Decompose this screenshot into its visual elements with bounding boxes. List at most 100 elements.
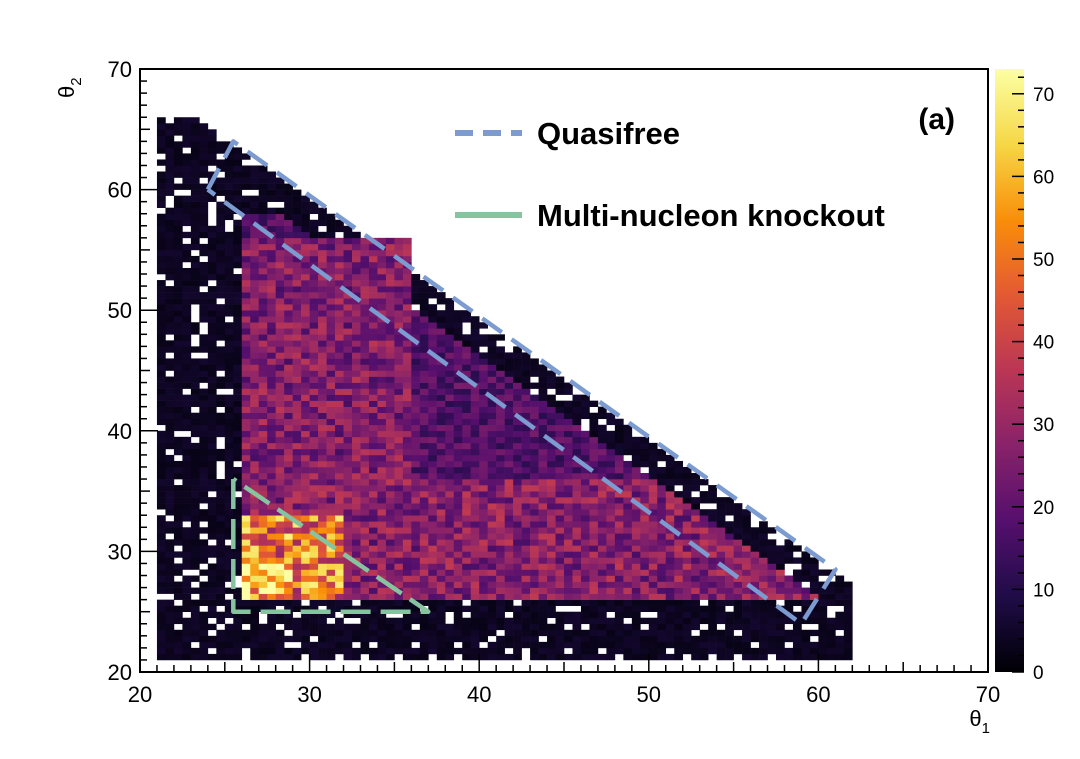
heatmap-cell <box>368 412 378 420</box>
heatmap-cell <box>597 497 607 504</box>
heatmap-cell <box>241 551 251 558</box>
heatmap-cell <box>445 424 455 432</box>
heatmap-cell <box>284 533 293 540</box>
heatmap-cell <box>377 629 387 637</box>
heatmap-cell <box>716 509 726 516</box>
heatmap-cell <box>267 171 276 178</box>
heatmap-cell <box>224 394 234 401</box>
heatmap-cell <box>547 527 556 534</box>
heatmap-cell <box>309 485 319 492</box>
heatmap-cell <box>521 358 531 365</box>
heatmap-cell <box>767 581 777 588</box>
heatmap-cell <box>445 460 455 468</box>
heatmap-cell <box>241 641 251 649</box>
heatmap-cell <box>665 569 675 576</box>
heatmap-cell <box>640 647 650 655</box>
heatmap-cell <box>301 581 310 588</box>
heatmap-cell <box>792 599 802 606</box>
heatmap-cell <box>207 406 217 414</box>
heatmap-cell <box>759 575 768 582</box>
heatmap-cell <box>292 545 302 552</box>
heatmap-cell <box>258 346 268 353</box>
heatmap-cell <box>411 563 421 570</box>
heatmap-cell <box>487 491 497 498</box>
heatmap-cell <box>335 243 344 251</box>
heatmap-cell <box>445 515 455 522</box>
heatmap-cell <box>572 394 582 401</box>
heatmap-cell <box>411 629 421 637</box>
heatmap-cell <box>614 515 624 522</box>
heatmap-cell <box>275 599 285 606</box>
heatmap-cell <box>335 274 344 281</box>
heatmap-cell <box>216 159 226 166</box>
heatmap-cell <box>606 587 616 594</box>
heatmap-cell <box>360 382 370 389</box>
heatmap-cell <box>352 605 361 612</box>
heatmap-cell <box>173 509 183 516</box>
heatmap-cell <box>419 587 429 594</box>
heatmap-cell <box>258 195 268 202</box>
heatmap-cell <box>521 527 531 534</box>
heatmap-cell <box>580 527 590 534</box>
heatmap-cell <box>301 611 310 619</box>
heatmap-cell <box>360 249 370 257</box>
heatmap-cell <box>428 521 438 528</box>
heatmap-cell <box>428 400 438 407</box>
heatmap-cell <box>521 551 531 558</box>
heatmap-cell <box>402 647 412 655</box>
heatmap-cell <box>258 340 268 347</box>
heatmap-cell <box>190 243 200 251</box>
heatmap-cell <box>224 460 234 468</box>
heatmap-cell <box>241 587 251 594</box>
heatmap-cell <box>292 605 302 612</box>
heatmap-cell <box>335 376 344 383</box>
heatmap-cell <box>258 304 268 311</box>
heatmap-cell <box>233 255 243 263</box>
heatmap-cell <box>284 599 293 606</box>
heatmap-cell <box>572 581 582 588</box>
heatmap-cell <box>470 635 480 643</box>
heatmap-cell <box>725 635 734 643</box>
heatmap-cell <box>241 599 251 606</box>
heatmap-cell <box>725 587 734 594</box>
heatmap-cell <box>207 352 217 359</box>
heatmap-cell <box>453 581 463 588</box>
heatmap-cell <box>606 635 616 643</box>
heatmap-cell <box>436 545 446 552</box>
heatmap-cell <box>445 466 455 474</box>
heatmap-cell <box>216 189 226 196</box>
heatmap-cell <box>284 575 293 582</box>
heatmap-cell <box>419 575 429 582</box>
heatmap-cell <box>250 617 260 625</box>
heatmap-cell <box>614 491 624 498</box>
heatmap-cell <box>776 647 785 655</box>
heatmap-cell <box>352 286 361 293</box>
heatmap-cell <box>402 611 412 619</box>
heatmap-cell <box>394 243 404 251</box>
heatmap-cell <box>241 635 251 643</box>
heatmap-cell <box>547 521 556 528</box>
heatmap-cell <box>368 243 378 251</box>
heatmap-cell <box>564 533 573 540</box>
heatmap-cell <box>402 364 412 371</box>
heatmap-cell <box>309 424 319 432</box>
heatmap-cell <box>445 358 455 365</box>
heatmap-cell <box>233 195 243 202</box>
heatmap-cell <box>301 225 310 233</box>
heatmap-cell <box>657 653 667 661</box>
heatmap-cell <box>394 364 404 371</box>
heatmap-cell <box>792 617 802 625</box>
heatmap-cell <box>564 382 573 389</box>
heatmap-cell <box>241 448 251 456</box>
heatmap-cell <box>284 611 293 619</box>
heatmap-cell <box>275 352 285 359</box>
heatmap-cell <box>377 599 387 606</box>
heatmap-cell <box>445 340 455 347</box>
heatmap-cell <box>156 322 166 329</box>
heatmap-cell <box>496 605 505 612</box>
heatmap-cell <box>267 593 276 600</box>
heatmap-cell <box>436 509 446 516</box>
heatmap-cell <box>352 255 361 263</box>
heatmap-cell <box>190 466 200 474</box>
heatmap-cell <box>547 503 556 510</box>
